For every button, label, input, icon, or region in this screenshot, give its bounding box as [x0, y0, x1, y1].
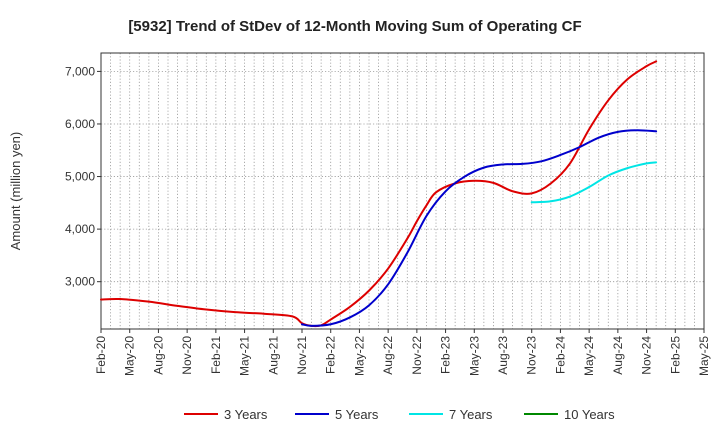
- x-tick-label: May-25: [697, 336, 711, 376]
- y-axis: 3,000 4,000 5,000 6,000 7,000: [65, 64, 101, 289]
- y-tick-label: 3,000: [65, 275, 95, 289]
- series-line-3-years: [100, 60, 658, 328]
- x-tick-label: May-22: [352, 336, 366, 376]
- series-lines: [100, 60, 658, 328]
- x-tick-label: Aug-23: [496, 336, 510, 375]
- x-tick-label: Feb-25: [668, 336, 682, 374]
- y-tick-label: 5,000: [65, 170, 95, 184]
- y-axis-label: Amount (million yen): [8, 132, 23, 251]
- legend-label-10-years: 10 Years: [564, 407, 615, 422]
- legend-label-7-years: 7 Years: [449, 407, 493, 422]
- x-tick-label: Nov-20: [180, 336, 194, 375]
- x-tick-label: Feb-21: [209, 336, 223, 374]
- x-tick-label: Aug-21: [266, 336, 280, 375]
- plot-area: [101, 53, 704, 329]
- x-tick-label: May-20: [123, 336, 137, 376]
- x-tick-label: Aug-22: [381, 336, 395, 375]
- x-tick-label: Feb-20: [94, 336, 108, 374]
- x-tick-label: Nov-21: [295, 336, 309, 375]
- legend: 3 Years 5 Years 7 Years 10 Years: [184, 407, 615, 422]
- plot-border: [100, 52, 705, 330]
- x-tick-label: Feb-23: [439, 336, 453, 374]
- y-tick-label: 6,000: [65, 117, 95, 131]
- x-tick-label: Aug-20: [151, 336, 165, 375]
- series-line-7-years: [530, 161, 658, 204]
- x-tick-label: Nov-24: [640, 336, 654, 375]
- x-tick-label: Nov-22: [410, 336, 424, 375]
- series-line-5-years: [301, 129, 658, 327]
- legend-label-5-years: 5 Years: [335, 407, 379, 422]
- x-tick-label: May-24: [582, 336, 596, 376]
- chart-title: [5932] Trend of StDev of 12-Month Moving…: [128, 18, 581, 35]
- x-tick-label: May-21: [238, 336, 252, 376]
- x-axis: Feb-20 May-20 Aug-20 Nov-20 Feb-21 May-21 Aug-…: [94, 329, 711, 376]
- x-tick-label: Nov-23: [525, 336, 539, 375]
- y-tick-label: 4,000: [65, 222, 95, 236]
- legend-label-3-years: 3 Years: [224, 407, 268, 422]
- y-tick-label: 7,000: [65, 64, 95, 78]
- x-tick-label: Feb-24: [553, 336, 567, 374]
- x-tick-label: Aug-24: [611, 336, 625, 375]
- x-tick-label: Feb-22: [324, 336, 338, 374]
- x-tick-label: May-23: [467, 336, 481, 376]
